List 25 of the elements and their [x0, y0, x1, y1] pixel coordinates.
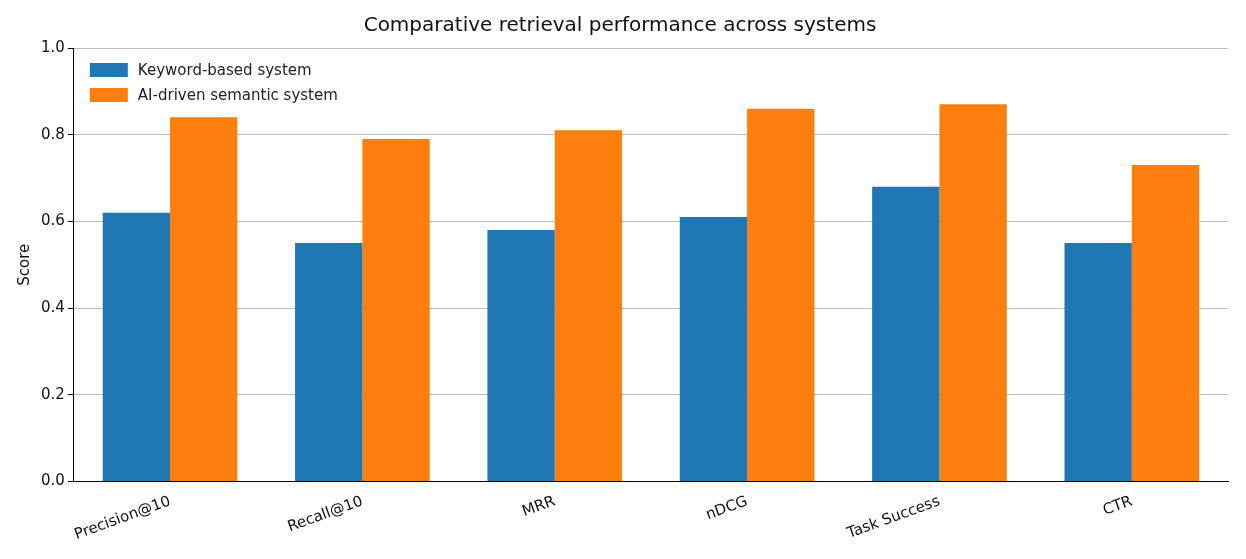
x-tick-label: MRR [519, 491, 558, 520]
bar [487, 230, 555, 482]
legend-label: AI-driven semantic system [137, 85, 338, 104]
bar [939, 104, 1007, 482]
bar [679, 217, 748, 482]
bar [170, 117, 238, 482]
x-tick-label: CTR [1100, 491, 1135, 519]
bar [872, 186, 940, 482]
y-tick-label: 0.4 [41, 298, 65, 317]
x-tick-label: nDCG [703, 491, 750, 524]
y-tick-label: 0.8 [41, 124, 65, 143]
bar [554, 130, 623, 482]
y-tick-label: 1.0 [41, 37, 65, 56]
y-tick-label: 0.6 [41, 211, 65, 230]
bar [362, 139, 430, 482]
y-axis-title: Score [14, 243, 33, 286]
bar [295, 243, 363, 482]
chart-title: Comparative retrieval performance across systems [363, 12, 877, 37]
bar [1131, 165, 1200, 482]
bar [1064, 243, 1132, 482]
bar [102, 212, 171, 482]
bar [747, 108, 815, 482]
y-tick-label: 0.2 [41, 384, 65, 403]
legend-label: Keyword-based system [137, 60, 312, 79]
y-tick-label: 0.0 [41, 471, 65, 490]
